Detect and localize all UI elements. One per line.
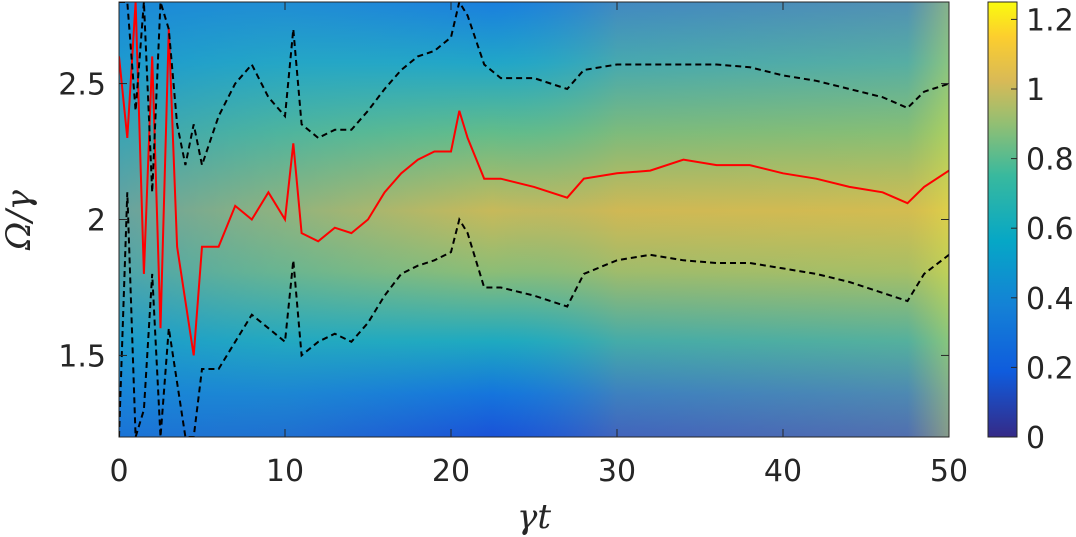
series-line-2: [119, 192, 949, 437]
colorbar-tick-label: 0.4: [1026, 282, 1074, 317]
colorbar-tick-label: 0.8: [1026, 143, 1074, 178]
x-axis-label: γt: [517, 497, 551, 537]
x-tick-label: 0: [109, 454, 128, 489]
colorbar-tick-label: 1: [1026, 73, 1045, 108]
y-tick-label: 2: [87, 204, 106, 239]
x-tick-label: 30: [598, 454, 636, 489]
heatmap-area: [119, 2, 949, 437]
colorbar-tick-label: 0.6: [1026, 212, 1074, 247]
x-tick-label: 20: [432, 454, 470, 489]
colorbar-ticks: 0 0.2 0.4 0.6 0.8 1 1.2: [1011, 3, 1074, 456]
colorbar-tick-label: 0.2: [1026, 351, 1074, 386]
colorbar-tick-label: 0: [1026, 421, 1045, 456]
x-tick-label: 50: [930, 454, 968, 489]
y-axis-label: Ω/γ: [0, 189, 39, 251]
colorbar: 0 0.2 0.4 0.6 0.8 1 1.2: [987, 1, 1074, 456]
x-tick-label: 10: [266, 454, 304, 489]
x-axis: 0 10 20 30 40 50: [109, 2, 968, 489]
series-line-0: [119, 2, 949, 356]
colorbar-tick-label: 1.2: [1026, 3, 1074, 38]
series-line-1: [119, 2, 949, 193]
colorbar-gradient: [987, 1, 1018, 438]
series-lines: [119, 2, 949, 437]
heatmap-time-shading: [119, 2, 949, 437]
y-tick-label: 1.5: [58, 339, 106, 374]
y-tick-label: 2.5: [58, 68, 106, 103]
x-tick-label: 40: [764, 454, 802, 489]
y-axis: 1.5 2 2.5: [58, 68, 949, 374]
